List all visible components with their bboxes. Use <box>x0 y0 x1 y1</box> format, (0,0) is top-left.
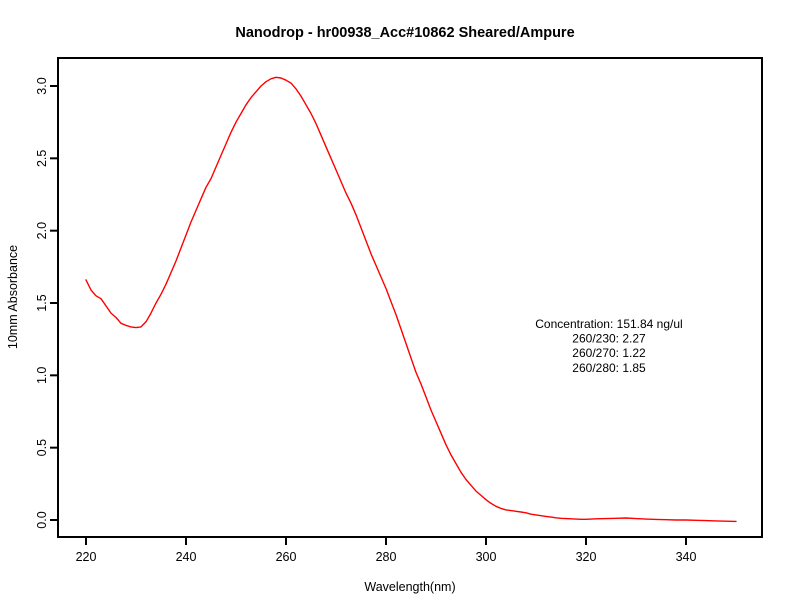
y-tick-label: 1.5 <box>35 294 49 311</box>
x-tick-label: 300 <box>476 550 497 564</box>
y-tick-label: 1.0 <box>35 367 49 384</box>
plot-box <box>57 57 763 538</box>
annotation-text: Concentration: 151.84 ng/ul 260/230: 2.27… <box>535 317 682 375</box>
y-tick-label: 0.0 <box>35 511 49 528</box>
x-tick-label: 220 <box>76 550 97 564</box>
y-tick-label: 0.5 <box>35 439 49 456</box>
annotation-line-3: 260/280: 1.85 <box>572 361 646 375</box>
y-axis-ticks: 0.0 0.5 1.0 1.5 2.0 2.5 3.0 <box>35 77 58 529</box>
annotation-line-2: 260/270: 1.22 <box>572 346 646 360</box>
x-tick-label: 280 <box>376 550 397 564</box>
x-tick-label: 260 <box>276 550 297 564</box>
x-axis-ticks: 220 240 260 280 300 320 340 <box>76 537 697 564</box>
y-tick-label: 3.0 <box>35 77 49 94</box>
x-axis-label: Wavelength(nm) <box>364 580 455 594</box>
x-tick-label: 240 <box>176 550 197 564</box>
annotation-line-0: Concentration: 151.84 ng/ul <box>535 317 682 331</box>
x-tick-label: 320 <box>576 550 597 564</box>
chart-title: Nanodrop - hr00938_Acc#10862 Sheared/Amp… <box>235 25 574 41</box>
y-tick-label: 2.0 <box>35 222 49 239</box>
y-axis-label: 10mm Absorbance <box>6 245 20 349</box>
absorbance-curve <box>85 76 737 523</box>
y-tick-label: 2.5 <box>35 150 49 167</box>
annotation-line-1: 260/230: 2.27 <box>572 332 646 346</box>
x-tick-label: 340 <box>676 550 697 564</box>
